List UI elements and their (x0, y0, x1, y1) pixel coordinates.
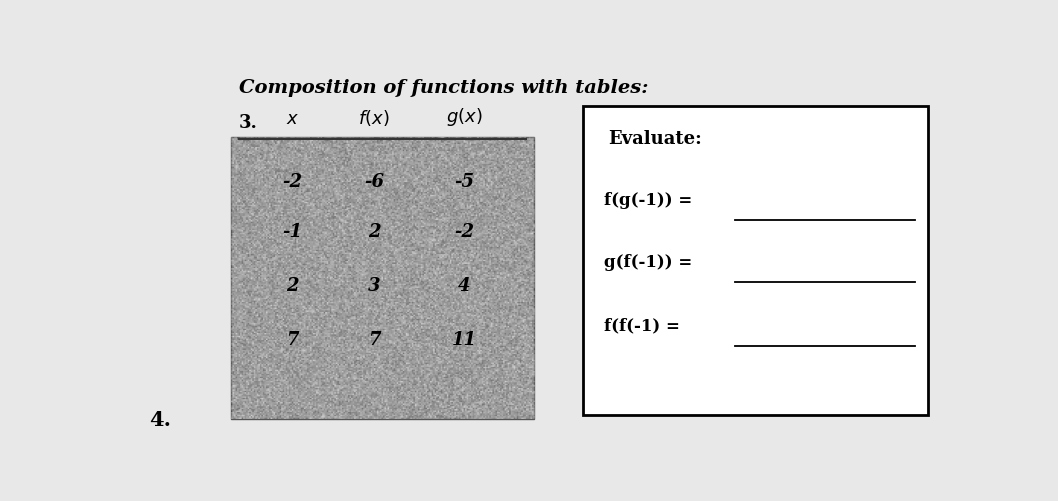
Text: 2: 2 (368, 223, 381, 241)
Text: -2: -2 (454, 223, 474, 241)
Text: -5: -5 (454, 173, 474, 191)
Text: 7: 7 (368, 331, 381, 349)
Text: Composition of functions with tables:: Composition of functions with tables: (239, 80, 649, 97)
Text: 7: 7 (286, 331, 298, 349)
Text: $f(x)$: $f(x)$ (359, 108, 389, 128)
Text: 4: 4 (458, 277, 471, 295)
Text: f(f(-1) =: f(f(-1) = (604, 318, 679, 335)
Text: g(f(-1)) =: g(f(-1)) = (604, 254, 692, 271)
Text: 3: 3 (368, 277, 381, 295)
Text: Evaluate:: Evaluate: (608, 130, 701, 148)
FancyBboxPatch shape (231, 137, 534, 419)
Text: -2: -2 (282, 173, 303, 191)
Text: $g(x)$: $g(x)$ (446, 106, 482, 128)
Text: 11: 11 (452, 331, 477, 349)
FancyBboxPatch shape (583, 106, 928, 415)
Text: 2: 2 (286, 277, 298, 295)
Text: -1: -1 (282, 223, 303, 241)
Text: 4.: 4. (148, 410, 170, 430)
Text: $x$: $x$ (286, 110, 298, 128)
Text: f(g(-1)) =: f(g(-1)) = (604, 192, 692, 209)
Text: 3.: 3. (239, 114, 258, 132)
Text: -6: -6 (364, 173, 384, 191)
